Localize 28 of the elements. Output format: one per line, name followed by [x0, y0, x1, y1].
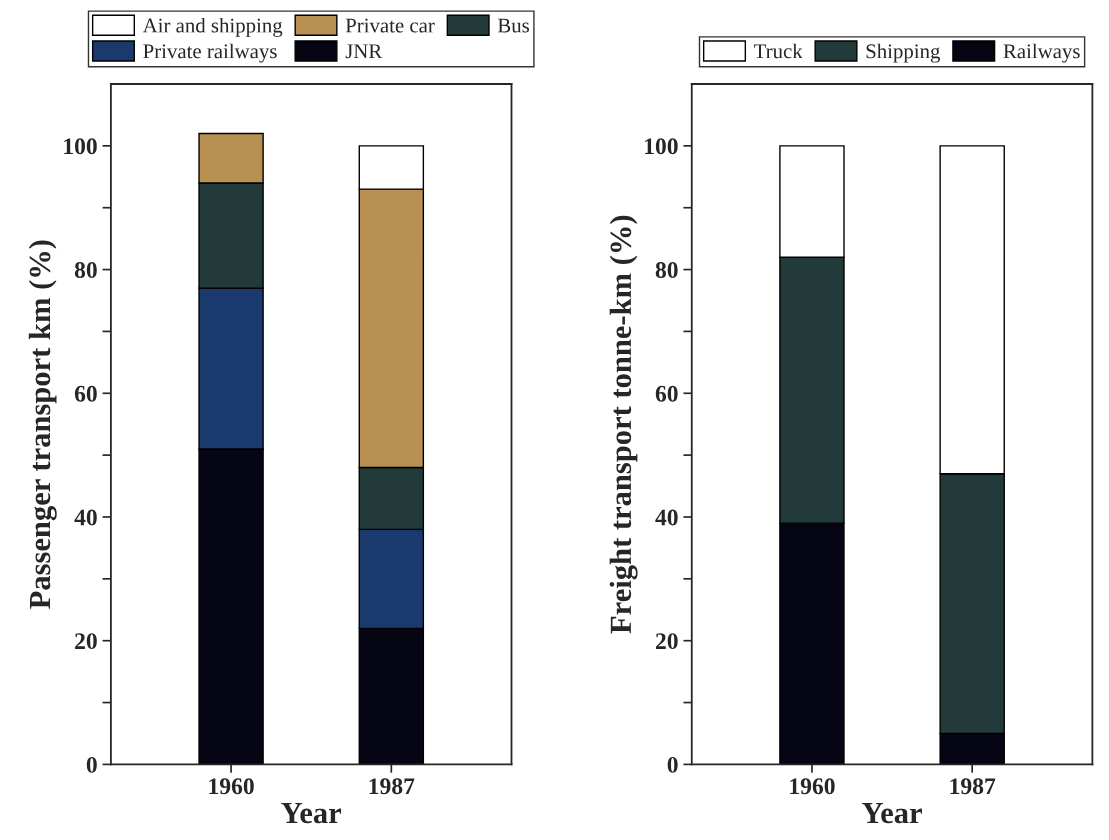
- x-tick-label: 1960: [790, 778, 835, 795]
- legend-label: Shipping: [866, 43, 941, 63]
- legend-label: Bus: [497, 18, 529, 33]
- y-tick-label: 60: [655, 385, 678, 402]
- y-tick-label: 40: [655, 509, 678, 526]
- legend-label: JNR: [345, 44, 383, 59]
- y-tick-label: 20: [75, 633, 97, 650]
- x-axis-title: Year: [281, 802, 342, 824]
- y-tick-label: 40: [74, 509, 97, 526]
- legend-label: Private car: [345, 18, 435, 33]
- legend-label: Railways: [1003, 43, 1080, 63]
- y-tick-label: 80: [655, 262, 678, 278]
- legend-label: Truck: [754, 43, 803, 59]
- y-axis-title: Freight transport tonne-km (%): [609, 215, 638, 634]
- y-tick-label: 0: [86, 756, 97, 773]
- x-tick-label: 1960: [209, 778, 254, 795]
- y-tick-label: 60: [74, 385, 97, 402]
- y-tick-label: 80: [74, 262, 97, 278]
- y-tick-label: 100: [64, 138, 97, 155]
- legend-label: Air and shipping: [142, 17, 283, 37]
- x-axis-title: Year: [862, 802, 922, 824]
- y-axis-title: Passenger transport km (%): [28, 240, 57, 609]
- y-tick-label: 0: [667, 756, 678, 773]
- y-tick-label: 20: [655, 633, 678, 650]
- x-tick-label: 1987: [369, 778, 415, 795]
- y-tick-label: 100: [645, 138, 678, 155]
- legend-label: Private railways: [143, 43, 277, 63]
- x-tick-label: 1987: [950, 778, 996, 795]
